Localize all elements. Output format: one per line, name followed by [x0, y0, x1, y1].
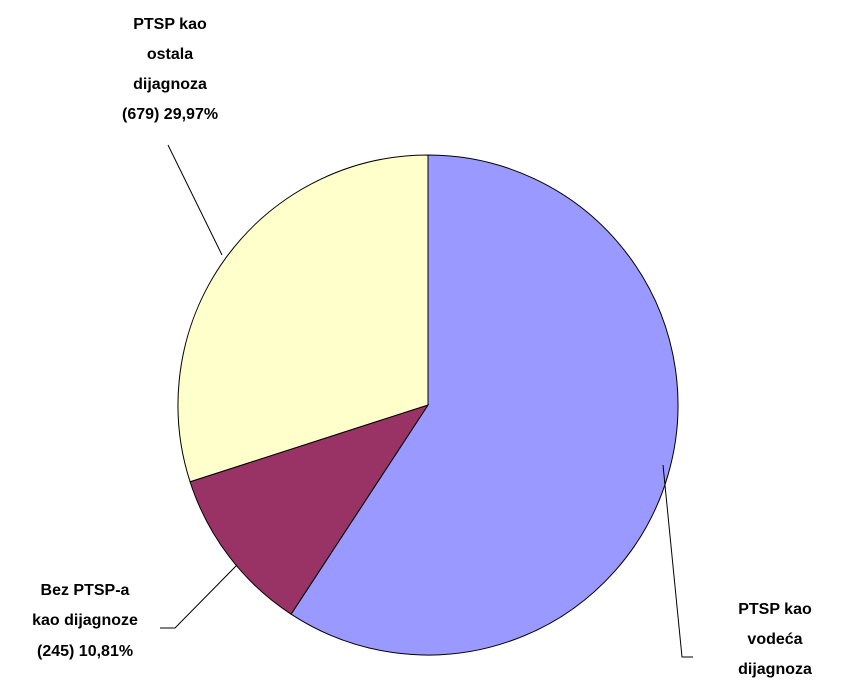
- slice-label: PTSP kao ostala dijagnoza: [133, 16, 207, 93]
- pie-slice: [189, 404, 430, 615]
- slice-value-label: (1342) 59,22%: [723, 685, 828, 689]
- slice-label: PTSP kao vodeća dijagnoza: [738, 601, 812, 678]
- slice-value-label: (245) 10,81%: [37, 643, 134, 660]
- pie-slice: [177, 154, 429, 483]
- pie-slice: [290, 154, 679, 656]
- leader-line: [167, 144, 223, 256]
- slice-value-label: (679) 29,97%: [122, 106, 219, 123]
- slice-label: Bez PTSP-a kao dijagnoze: [32, 582, 138, 629]
- leader-line: [160, 564, 238, 629]
- leader-line: [662, 464, 693, 658]
